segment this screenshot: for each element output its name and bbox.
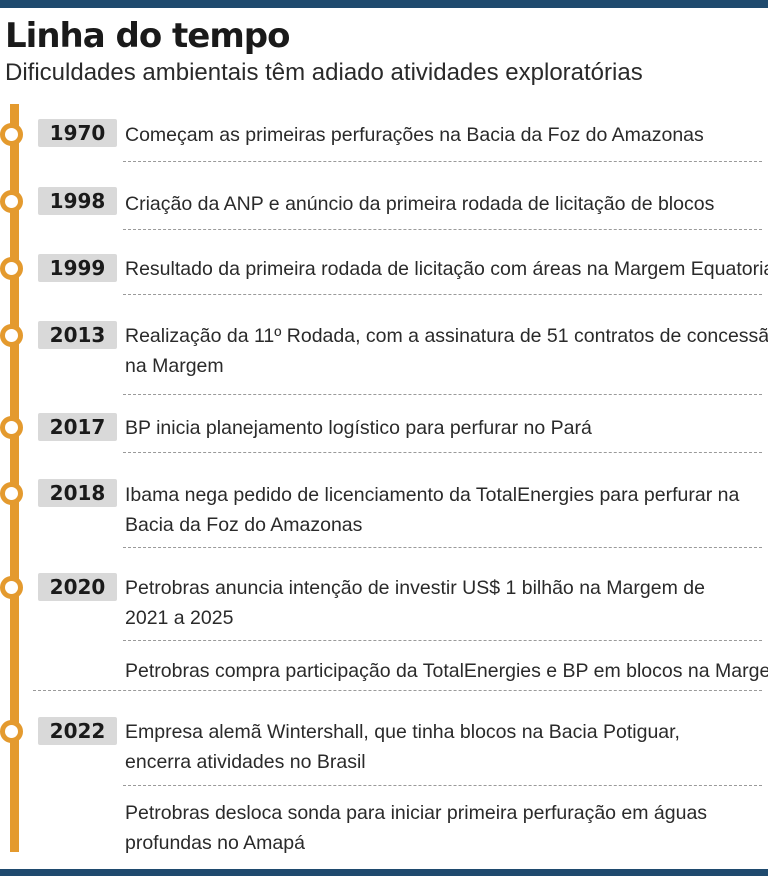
year-badge: 2022	[38, 717, 117, 745]
dashed-divider	[123, 229, 762, 230]
event-text: Petrobras anuncia intenção de investir U…	[125, 577, 705, 599]
year-badge: 2020	[38, 573, 117, 601]
event-text: Realização da 11º Rodada, com a assinatu…	[125, 325, 768, 347]
timeline-node	[0, 190, 23, 213]
page-subtitle: Dificuldades ambientais têm adiado ativi…	[5, 59, 643, 86]
dashed-divider	[123, 640, 762, 641]
timeline-node	[0, 416, 23, 439]
timeline-node	[0, 482, 23, 505]
event-text: 2021 a 2025	[125, 607, 234, 629]
event-text: BP inicia planejamento logístico para pe…	[125, 417, 592, 439]
event-text: profundas no Amapá	[125, 832, 305, 854]
year-badge: 1999	[38, 254, 117, 282]
event-text: na Margem	[125, 355, 224, 377]
timeline-node	[0, 576, 23, 599]
event-text: Empresa alemã Wintershall, que tinha blo…	[125, 721, 680, 743]
dashed-divider	[123, 547, 762, 548]
timeline-node	[0, 257, 23, 280]
dashed-divider	[123, 394, 762, 395]
event-text: Petrobras desloca sonda para iniciar pri…	[125, 802, 708, 824]
event-text: Ibama nega pedido de licenciamento da To…	[125, 484, 740, 506]
dashed-divider	[123, 785, 762, 786]
top-rule	[0, 0, 768, 8]
timeline-node	[0, 324, 23, 347]
year-badge: 1998	[38, 187, 117, 215]
bottom-rule	[0, 869, 768, 876]
year-badge: 1970	[38, 119, 117, 147]
timeline-node	[0, 123, 23, 146]
dashed-divider	[33, 690, 762, 691]
event-text: Criação da ANP e anúncio da primeira rod…	[125, 193, 715, 215]
dashed-divider	[123, 161, 762, 162]
dashed-divider	[123, 294, 762, 295]
timeline-node	[0, 720, 23, 743]
year-badge: 2018	[38, 479, 117, 507]
event-text: Começam as primeiras perfurações na Baci…	[125, 124, 704, 146]
event-text: Resultado da primeira rodada de licitaçã…	[125, 258, 768, 280]
year-badge: 2013	[38, 321, 117, 349]
event-text: Petrobras compra participação da TotalEn…	[125, 660, 768, 682]
year-badge: 2017	[38, 413, 117, 441]
event-text: Bacia da Foz do Amazonas	[125, 514, 363, 536]
page-title: Linha do tempo	[5, 16, 290, 56]
event-text: encerra atividades no Brasil	[125, 751, 366, 773]
timeline-axis	[10, 104, 19, 852]
dashed-divider	[123, 452, 762, 453]
